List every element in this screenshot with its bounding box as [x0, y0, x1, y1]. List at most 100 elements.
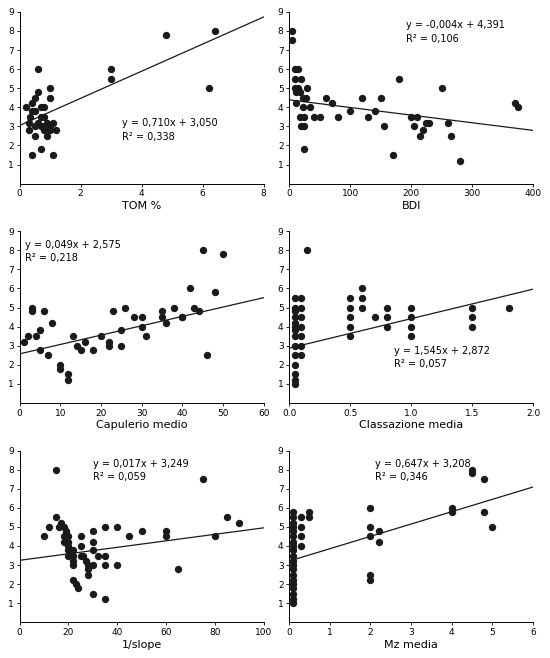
Point — [46, 125, 54, 136]
Point — [31, 331, 40, 342]
Point — [46, 83, 54, 93]
Point — [138, 312, 146, 322]
Point — [46, 93, 54, 103]
Point — [21, 102, 30, 113]
Point — [291, 83, 300, 93]
Point — [289, 507, 298, 517]
Point — [49, 117, 58, 128]
Point — [211, 287, 219, 297]
Point — [43, 131, 52, 141]
Point — [64, 531, 73, 542]
Point — [56, 359, 65, 370]
Text: y = -0,004x + 4,391
R² = 0,106: y = -0,004x + 4,391 R² = 0,106 — [406, 20, 505, 43]
Point — [288, 36, 296, 46]
Point — [117, 340, 126, 351]
Point — [291, 64, 300, 74]
Point — [84, 560, 92, 570]
Point — [289, 594, 298, 605]
Point — [64, 550, 73, 561]
Point — [321, 93, 330, 103]
Point — [297, 312, 306, 322]
Point — [406, 321, 415, 332]
Point — [366, 575, 375, 586]
Point — [178, 312, 186, 322]
Point — [89, 560, 97, 570]
Point — [289, 545, 298, 555]
Point — [202, 350, 211, 361]
Point — [289, 541, 298, 551]
Point — [74, 583, 82, 594]
Point — [289, 522, 298, 532]
Point — [366, 522, 375, 532]
Point — [121, 302, 130, 313]
Point — [309, 112, 318, 122]
Point — [157, 312, 166, 322]
Point — [52, 465, 60, 475]
Point — [157, 306, 166, 316]
Point — [291, 359, 300, 370]
Point — [48, 318, 57, 328]
Point — [45, 522, 53, 532]
Point — [315, 112, 324, 122]
Point — [30, 121, 39, 132]
Point — [59, 522, 68, 532]
Point — [34, 64, 42, 74]
Point — [49, 150, 58, 161]
Point — [162, 30, 170, 40]
Point — [64, 369, 73, 380]
Point — [291, 321, 300, 332]
Point — [28, 150, 36, 161]
Point — [406, 302, 415, 313]
Point — [294, 83, 302, 93]
Point — [416, 131, 425, 141]
Point — [447, 131, 455, 141]
Point — [54, 522, 63, 532]
Point — [81, 556, 90, 567]
Point — [297, 531, 306, 542]
Point — [117, 325, 126, 336]
Point — [76, 550, 85, 561]
Point — [28, 306, 36, 316]
Point — [289, 569, 298, 580]
X-axis label: Capulerio medio: Capulerio medio — [96, 420, 188, 430]
Point — [289, 560, 298, 570]
Point — [297, 541, 306, 551]
Point — [346, 106, 355, 116]
Point — [298, 102, 307, 113]
Point — [504, 302, 513, 313]
Point — [358, 302, 367, 313]
Point — [468, 465, 476, 475]
Point — [346, 293, 355, 303]
Point — [72, 340, 81, 351]
X-axis label: Classazione media: Classazione media — [359, 420, 463, 430]
Point — [289, 537, 298, 547]
Point — [296, 87, 305, 97]
Point — [291, 74, 300, 84]
Point — [410, 121, 419, 132]
Point — [68, 331, 77, 342]
Point — [297, 121, 306, 132]
Point — [69, 545, 78, 555]
Point — [64, 545, 73, 555]
Point — [291, 318, 300, 328]
Point — [289, 598, 298, 609]
Point — [40, 125, 48, 136]
Point — [223, 512, 232, 522]
Point — [346, 321, 355, 332]
Point — [291, 325, 300, 336]
Point — [76, 344, 85, 355]
Point — [84, 569, 92, 580]
Point — [297, 302, 306, 313]
Point — [30, 93, 39, 103]
Point — [447, 507, 456, 517]
Text: y = 0,647x + 3,208
R² = 0,346: y = 0,647x + 3,208 R² = 0,346 — [375, 459, 470, 482]
Point — [305, 507, 314, 517]
Point — [30, 131, 39, 141]
Point — [40, 102, 48, 113]
Point — [113, 560, 122, 570]
Point — [366, 531, 375, 542]
Point — [36, 325, 45, 336]
Point — [292, 87, 301, 97]
Point — [113, 522, 122, 532]
Point — [194, 306, 203, 316]
